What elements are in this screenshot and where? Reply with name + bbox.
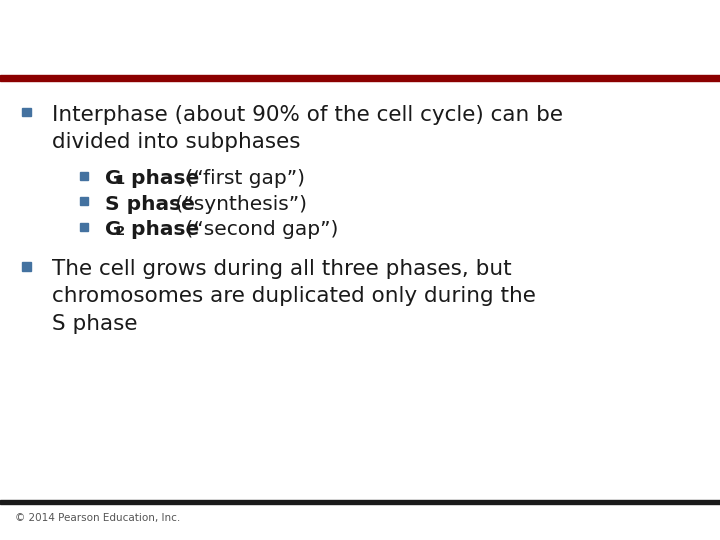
Text: G: G (105, 169, 122, 188)
Text: S phase: S phase (52, 314, 138, 334)
Text: (“synthesis”): (“synthesis”) (169, 194, 307, 214)
Text: chromosomes are duplicated only during the: chromosomes are duplicated only during t… (52, 287, 536, 307)
Text: (“second gap”): (“second gap”) (179, 220, 338, 239)
Text: 1: 1 (116, 174, 125, 187)
Text: © 2014 Pearson Education, Inc.: © 2014 Pearson Education, Inc. (15, 513, 180, 523)
Bar (0, 75, 720, 81)
Bar (22, 262, 30, 271)
Text: S phase: S phase (105, 194, 195, 214)
Text: 2: 2 (116, 225, 125, 238)
Text: divided into subphases: divided into subphases (52, 132, 300, 152)
Text: G: G (105, 220, 122, 239)
Bar (22, 108, 30, 116)
Text: (“first gap”): (“first gap”) (179, 169, 305, 188)
Bar (80, 172, 88, 180)
Bar (80, 197, 88, 205)
Text: The cell grows during all three phases, but: The cell grows during all three phases, … (52, 259, 512, 279)
Text: phase: phase (124, 169, 199, 188)
Text: phase: phase (124, 220, 199, 239)
Text: Interphase (about 90% of the cell cycle) can be: Interphase (about 90% of the cell cycle)… (52, 105, 563, 125)
Bar (0, 500, 720, 504)
Bar (80, 222, 88, 231)
